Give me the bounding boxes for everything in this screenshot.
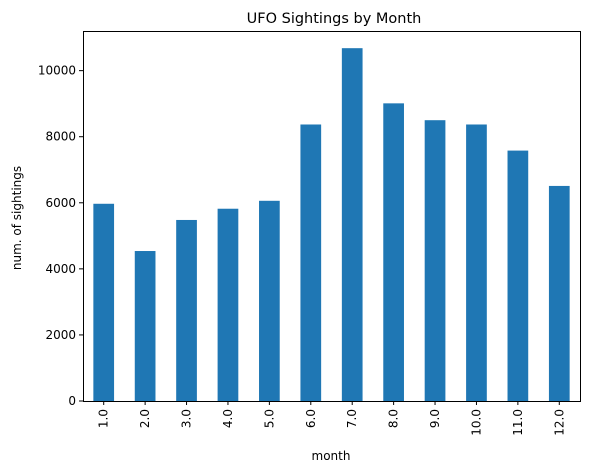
bar-7.0 (341, 48, 363, 402)
x-tick-label: 2.0 (138, 409, 152, 428)
x-axis-ticks: 1.0 2.0 3.0 4.0 5.0 6.0 7.0 8.0 9.0 10.0 11.0 12.0 (97, 401, 566, 436)
x-tick-label: 9.0 (428, 409, 442, 428)
y-axis-ticks: 0 2000 4000 6000 8000 10000 (38, 64, 83, 408)
x-tick-label: 12.0 (552, 409, 566, 436)
x-tick-label: 8.0 (387, 409, 401, 428)
plot-frame (83, 31, 581, 402)
bar-6.0 (300, 124, 322, 401)
y-tick-label: 10000 (38, 64, 76, 78)
y-axis-label: num. of sightings (10, 166, 24, 270)
bar-10.0 (466, 124, 487, 401)
y-tick-label: 0 (68, 394, 76, 408)
bar-5.0 (259, 200, 280, 401)
bar-9.0 (424, 120, 446, 402)
y-tick-label: 6000 (45, 196, 76, 210)
bar-12.0 (548, 185, 570, 401)
bar-1.0 (93, 203, 115, 401)
x-axis-label: month (312, 449, 351, 463)
x-tick-label: 11.0 (511, 409, 525, 436)
bar-11.0 (507, 150, 529, 401)
bar-4.0 (217, 208, 239, 401)
x-tick-label: 6.0 (304, 409, 318, 428)
x-tick-label: 7.0 (345, 409, 359, 428)
y-tick-label: 4000 (45, 262, 76, 276)
bar-8.0 (383, 103, 404, 402)
bars-group (93, 48, 570, 402)
bar-2.0 (134, 251, 156, 401)
y-tick-label: 2000 (45, 328, 76, 342)
x-tick-label: 4.0 (221, 409, 235, 428)
chart-title: UFO Sightings by Month (247, 11, 422, 27)
bar-3.0 (176, 219, 197, 401)
x-tick-label: 10.0 (469, 409, 483, 436)
x-tick-label: 5.0 (262, 409, 276, 428)
x-tick-label: 3.0 (180, 409, 194, 428)
y-tick-label: 8000 (45, 130, 76, 144)
x-tick-label: 1.0 (97, 409, 111, 428)
